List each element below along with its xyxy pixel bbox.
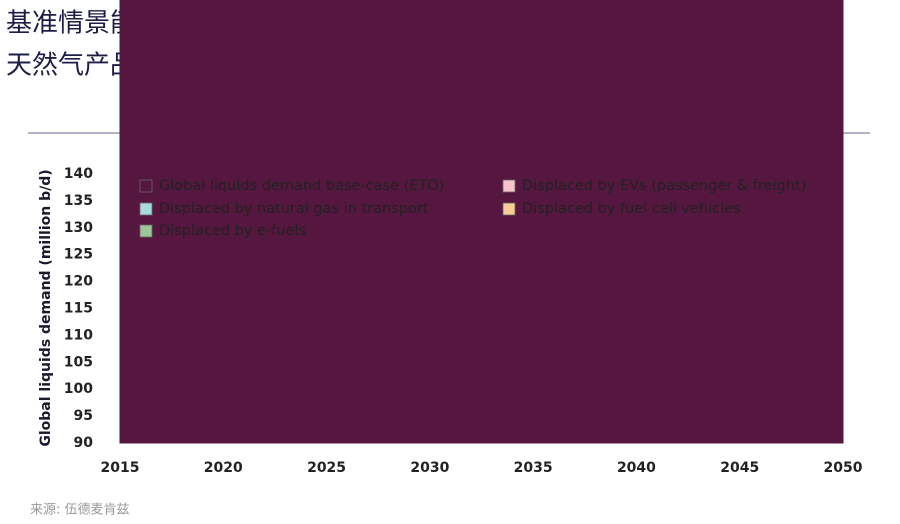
legend-label: Displaced by e-fuels bbox=[159, 223, 306, 239]
legend-swatch bbox=[139, 179, 153, 193]
y-axis-label: Global liquids demand (million b/d) bbox=[38, 169, 54, 446]
legend-label: Global liquids demand base-case (ETO) bbox=[159, 178, 444, 194]
y-tick-label: 135 bbox=[64, 193, 93, 209]
legend-label: Displaced by EVs (passenger & freight) bbox=[522, 178, 806, 194]
x-tick-label: 2045 bbox=[720, 460, 759, 476]
y-tick-label: 110 bbox=[64, 327, 93, 343]
y-tick-label: 95 bbox=[74, 408, 93, 424]
legend-swatch bbox=[502, 179, 516, 193]
y-tick-label: 105 bbox=[64, 354, 93, 370]
y-tick-label: 120 bbox=[64, 274, 93, 290]
area bbox=[119, 0, 844, 444]
legend-swatch bbox=[139, 224, 153, 238]
legend-swatch bbox=[502, 202, 516, 216]
y-tick-label: 125 bbox=[64, 247, 93, 263]
x-tick-label: 2020 bbox=[204, 460, 243, 476]
legend-label: Displaced by fuel cell vehicles bbox=[522, 201, 741, 217]
x-tick-label: 2035 bbox=[514, 460, 553, 476]
source: 来源: 伍德麦肯兹 bbox=[30, 503, 130, 518]
legend-label: Displaced by natural gas in transport bbox=[159, 201, 429, 217]
y-tick-label: 130 bbox=[64, 220, 93, 236]
legend-swatch bbox=[139, 202, 153, 216]
y-tick-label: 100 bbox=[64, 381, 93, 397]
y-tick-label: 90 bbox=[74, 435, 94, 451]
y-tick-label: 115 bbox=[64, 301, 93, 317]
x-tick-label: 2030 bbox=[410, 460, 449, 476]
x-tick-label: 2040 bbox=[617, 460, 656, 476]
y-tick-label: 140 bbox=[64, 166, 93, 182]
x-tick-label: 2025 bbox=[307, 460, 346, 476]
x-tick-label: 2015 bbox=[101, 460, 140, 476]
x-tick-label: 2050 bbox=[824, 460, 863, 476]
